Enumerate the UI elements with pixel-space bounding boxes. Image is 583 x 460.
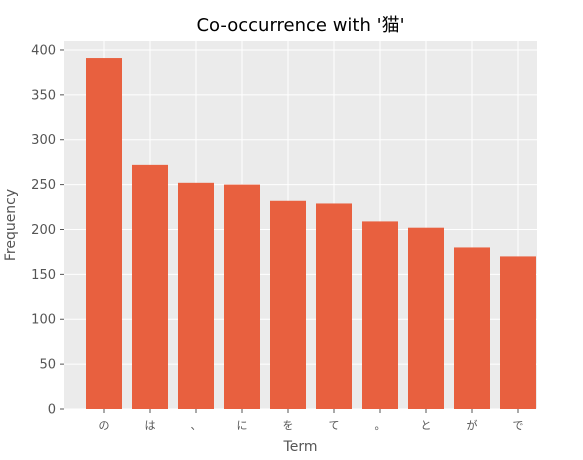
y-tick-label: 200 xyxy=(31,223,56,238)
x-tick-label: 、 xyxy=(191,419,202,432)
x-tick-labels: の は 、 に を て 。 と が で xyxy=(99,409,524,432)
bar-6 xyxy=(362,221,398,409)
y-tick-label: 150 xyxy=(31,268,56,283)
x-tick-label: を xyxy=(283,419,294,432)
y-tick-label: 100 xyxy=(31,313,56,328)
bar-5 xyxy=(316,203,352,409)
y-tick-label: 400 xyxy=(31,43,56,58)
x-tick-label: が xyxy=(467,418,478,432)
y-tick-labels: 0 50 100 150 200 250 300 350 400 xyxy=(31,43,64,418)
x-axis-label: Term xyxy=(283,439,318,455)
x-tick-label: に xyxy=(237,419,248,432)
bars xyxy=(86,58,536,410)
x-tick-label: で xyxy=(513,419,524,432)
x-tick-label: と xyxy=(421,419,432,432)
y-tick-label: 250 xyxy=(31,178,56,193)
bar-4 xyxy=(270,200,306,409)
x-tick-label: の xyxy=(99,419,110,432)
bar-3 xyxy=(224,184,260,409)
y-tick-label: 50 xyxy=(39,358,56,373)
bar-2 xyxy=(178,182,214,409)
y-tick-label: 350 xyxy=(31,88,56,103)
y-axis-label: Frequency xyxy=(3,189,19,261)
bar-7 xyxy=(408,227,444,409)
x-tick-label: 。 xyxy=(375,419,386,432)
x-tick-label: は xyxy=(145,419,156,432)
y-tick-label: 0 xyxy=(48,403,56,418)
bar-9 xyxy=(500,256,536,409)
bar-1 xyxy=(132,164,168,409)
bar-8 xyxy=(454,247,490,409)
x-tick-label: て xyxy=(329,419,340,432)
y-tick-label: 300 xyxy=(31,133,56,148)
chart-title: Co-occurrence with '猫' xyxy=(196,15,404,36)
bar-0 xyxy=(86,58,122,410)
